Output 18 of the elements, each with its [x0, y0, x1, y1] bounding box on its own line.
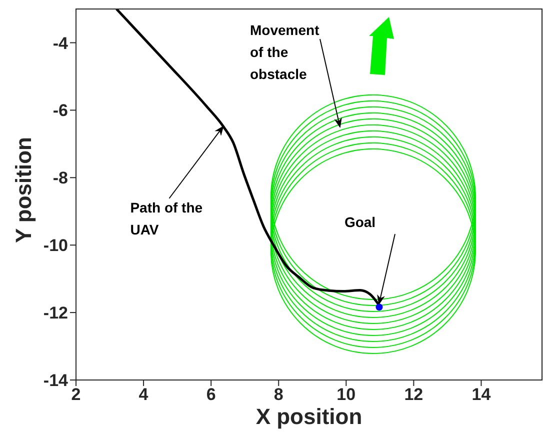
annotation: Movement of the obstacle	[250, 22, 320, 82]
x-axis-title: X position	[256, 404, 362, 429]
annotation: Path of the UAV	[130, 199, 203, 238]
x-tick-label: 4	[138, 385, 149, 404]
x-tick-label: 14	[472, 385, 492, 404]
y-tick-label: -8	[52, 168, 68, 188]
x-tick-label: 6	[206, 385, 216, 404]
y-axis-title: Y position	[10, 137, 36, 243]
x-tick-label: 8	[274, 385, 284, 404]
x-tick-label: 2	[71, 385, 81, 404]
annotation: Goal	[344, 214, 376, 230]
y-tick-label: -14	[43, 371, 69, 390]
x-tick-label: 10	[336, 385, 356, 404]
y-tick-label: -6	[52, 101, 68, 120]
y-tick-label: -10	[43, 236, 68, 256]
y-tick-label: -12	[43, 304, 68, 323]
x-tick-label: 12	[404, 385, 424, 404]
y-tick-label: -4	[52, 34, 69, 53]
